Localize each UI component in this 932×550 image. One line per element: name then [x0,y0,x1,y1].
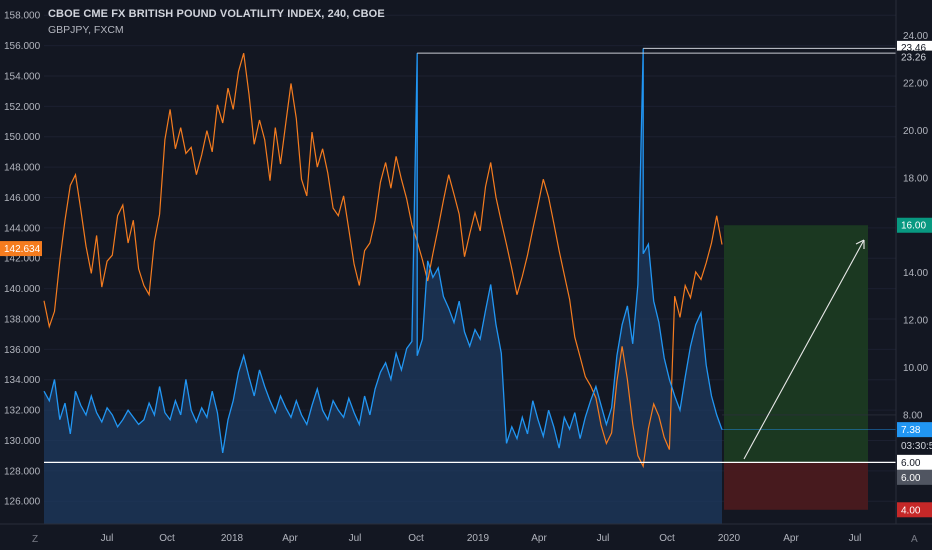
x-tick-label: Apr [783,533,799,544]
stop-label-bg [897,502,932,518]
bpvix-last-label-bg [897,422,932,438]
target-zone [724,225,868,463]
left-tick-label: 142.000 [4,254,41,265]
x-tick-label: Apr [531,533,547,544]
stop-zone [724,462,868,510]
countdown-label-bg [897,438,932,454]
right-tick-label: 14.00 [903,268,928,279]
left-tick-label: 144.000 [4,223,41,234]
x-tick-label: 2018 [221,533,244,544]
arrow-shaft [743,239,865,460]
chart-title: CBOE CME FX BRITISH POUND VOLATILITY IND… [48,8,385,20]
risk-reward-zones[interactable] [724,225,868,510]
projection-arrow[interactable] [743,239,865,460]
auto-scale-icon[interactable]: A [911,534,918,545]
right-tick-label: 8.00 [903,410,923,421]
support-label-bg [897,454,932,470]
x-tick-label: Oct [159,533,175,544]
left-tick-label: 136.000 [4,345,41,356]
right-tick-label: 12.00 [903,316,928,327]
bpvix-line [43,48,723,454]
target-label: 16.00 [901,221,926,232]
stop-edge-label-bg [897,469,932,485]
series-lines [43,48,723,469]
chart-subtitle: GBPJPY, FXCM [48,24,124,36]
bpvix-last-label: 7.38 [901,425,921,436]
left-tick-label: 126.000 [4,497,41,508]
x-tick-label: Jul [597,533,610,544]
stop-edge-label: 6.00 [901,473,921,484]
x-tick-label: 2019 [467,533,490,544]
right-tick-label: 24.00 [903,31,928,42]
left-tick-label: 158.000 [4,11,41,22]
left-axis[interactable]: 126.000 128.000 130.000 132.000 134.000 136.0… [4,11,41,508]
high-2-label-bg [897,50,932,64]
target-label-bg [897,217,932,233]
left-tick-label: 130.000 [4,436,41,447]
gbpjpy-last-label: 142.634 [4,244,41,255]
arrow-head [855,239,865,249]
gbpjpy-last-label-bg [0,241,42,257]
stop-label: 4.00 [901,505,921,516]
x-axis[interactable]: Jul Oct 2018 Apr Jul Oct 2019 Apr Jul Oct 2020 Apr J… [0,523,932,544]
bpvix-area-fill [44,48,722,525]
x-tick-label: Apr [282,533,298,544]
level-lines[interactable] [44,47,896,463]
left-tick-label: 152.000 [4,102,41,113]
left-tick-label: 148.000 [4,163,41,174]
high-1-label: 23.46 [901,43,926,54]
countdown-label: 03:30:58 [901,441,932,452]
x-tick-label: 2020 [718,533,741,544]
gbpjpy-line [43,53,723,469]
x-tick-label: Jul [349,533,362,544]
x-tick-label: Jul [849,533,862,544]
left-tick-label: 154.000 [4,71,41,82]
left-tick-label: 156.000 [4,41,41,52]
left-tick-label: 134.000 [4,375,41,386]
right-tick-label: 22.00 [903,78,928,89]
left-tick-label: 150.000 [4,132,41,143]
left-tick-label: 146.000 [4,193,41,204]
left-tick-label: 140.000 [4,284,41,295]
right-tick-label: 18.00 [903,173,928,184]
x-tick-label: Oct [659,533,675,544]
right-tick-label: 20.00 [903,126,928,137]
left-tick-label: 138.000 [4,314,41,325]
x-tick-label: Oct [408,533,424,544]
high-2-label: 23.26 [901,53,926,64]
left-tick-label: 132.000 [4,406,41,417]
left-tick-label: 128.000 [4,466,41,477]
support-label: 6.00 [901,458,921,469]
right-tick-label: 10.00 [903,363,928,374]
bpvix-area [44,48,722,525]
timezone-icon[interactable]: Z [32,534,39,545]
x-tick-label: Jul [101,533,114,544]
